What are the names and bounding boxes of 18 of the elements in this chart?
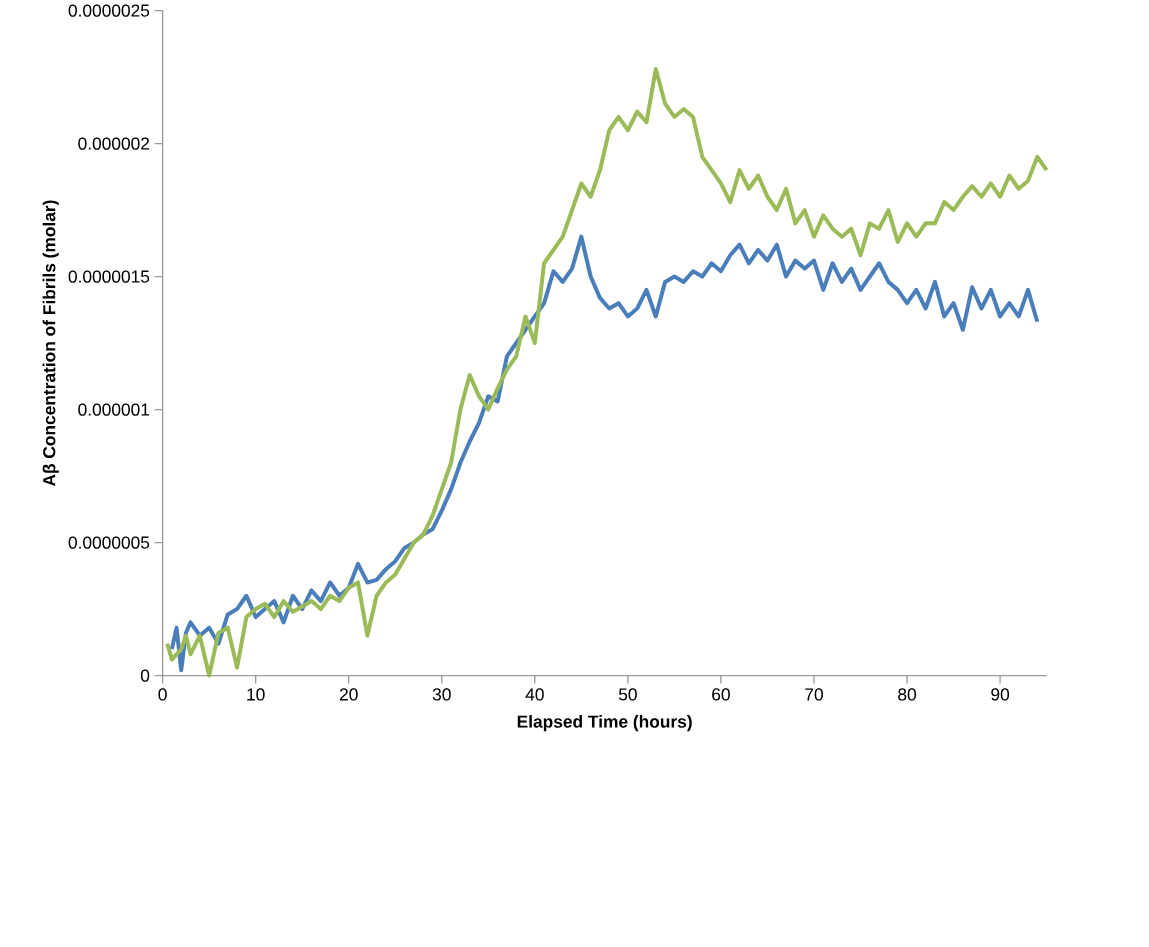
y-tick-label: 0.000001 <box>78 403 150 416</box>
x-tick-label: 90 <box>991 688 1010 701</box>
x-tick-label: 50 <box>618 688 637 701</box>
x-axis-title: Elapsed Time (hours) <box>517 715 692 732</box>
x-tick-label: 30 <box>432 688 451 701</box>
x-tick-label: 40 <box>525 688 544 701</box>
x-tick-label: 80 <box>898 688 916 701</box>
x-tick-label: 20 <box>339 688 358 701</box>
y-axis-title: Aβ Concentration of Fibrils (molar) <box>42 200 59 487</box>
y-tick-label: 0 <box>140 669 150 682</box>
x-tick-label: 70 <box>805 688 823 701</box>
y-tick-label: 0.0000025 <box>68 4 150 17</box>
y-tick-label: 0.0000015 <box>68 270 150 283</box>
x-tick-label: 10 <box>247 688 265 701</box>
x-tick-label: 60 <box>712 688 730 701</box>
y-tick-label: 0.000002 <box>78 137 150 150</box>
x-tick-label: 0 <box>158 688 167 701</box>
y-tick-label: 0.0000005 <box>68 536 150 549</box>
